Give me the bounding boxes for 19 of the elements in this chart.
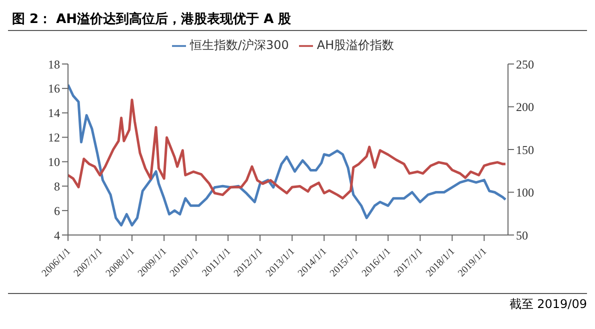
y2-tick-label: 100 xyxy=(516,186,534,200)
y-tick-label: 6 xyxy=(54,204,60,218)
y-tick-label: 12 xyxy=(48,130,60,145)
y2-tick-label: 250 xyxy=(516,57,534,72)
y2-tick-label: 50 xyxy=(516,228,528,242)
legend-label: AH股溢价指数 xyxy=(316,38,394,52)
y-tick-label: 4 xyxy=(54,228,60,242)
y-tick-label: 10 xyxy=(48,154,60,169)
y-tick-label: 14 xyxy=(48,106,60,120)
chart-title: 图 2： AH溢价达到高位后，港股表现优于 A 股 xyxy=(8,8,587,31)
line-series xyxy=(68,98,507,200)
line-series xyxy=(68,84,507,226)
y2-tick-label: 200 xyxy=(516,100,534,114)
y2-tick-label: 150 xyxy=(516,142,534,157)
y-tick-label: 8 xyxy=(54,179,60,194)
y-tick-label: 16 xyxy=(48,82,60,96)
text: 截至 2019/09 xyxy=(509,297,587,311)
legend-label: 恒生指数/沪深300 xyxy=(190,38,289,52)
y-tick-label: 18 xyxy=(48,57,60,72)
